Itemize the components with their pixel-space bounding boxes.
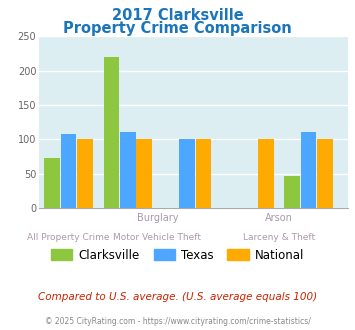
Bar	[258, 139, 274, 208]
Text: © 2025 CityRating.com - https://www.cityrating.com/crime-statistics/: © 2025 CityRating.com - https://www.city…	[45, 317, 310, 326]
Legend: Clarksville, Texas, National: Clarksville, Texas, National	[46, 244, 309, 266]
Bar	[61, 134, 76, 208]
Text: Burglary: Burglary	[137, 213, 178, 223]
Bar	[44, 158, 60, 208]
Text: Arson: Arson	[265, 213, 293, 223]
Bar	[196, 139, 211, 208]
Bar	[136, 139, 152, 208]
Text: 2017 Clarksville: 2017 Clarksville	[111, 8, 244, 23]
Text: Property Crime Comparison: Property Crime Comparison	[63, 21, 292, 36]
Text: Compared to U.S. average. (U.S. average equals 100): Compared to U.S. average. (U.S. average …	[38, 292, 317, 302]
Bar	[317, 139, 333, 208]
Text: Motor Vehicle Theft: Motor Vehicle Theft	[113, 233, 201, 242]
Bar	[301, 132, 316, 208]
Bar	[284, 176, 300, 208]
Text: All Property Crime: All Property Crime	[27, 233, 110, 242]
Bar	[179, 139, 195, 208]
Text: Larceny & Theft: Larceny & Theft	[243, 233, 315, 242]
Bar	[77, 139, 93, 208]
Bar	[104, 57, 119, 208]
Bar	[120, 132, 136, 208]
